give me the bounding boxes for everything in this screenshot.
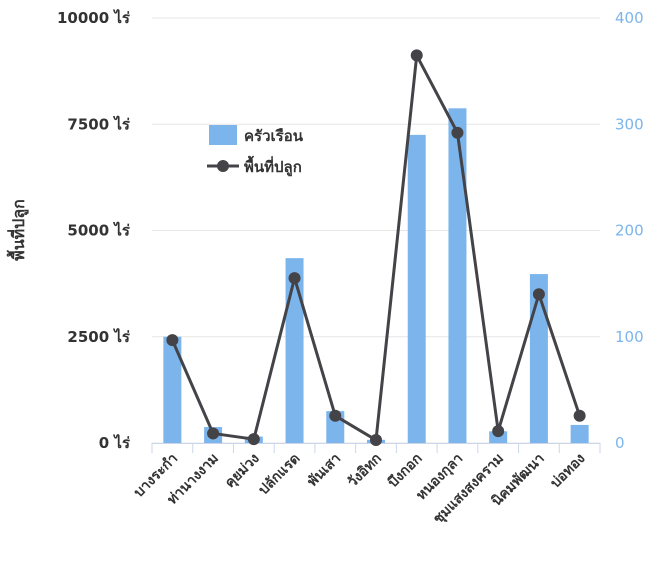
point-area[interactable] [166, 334, 179, 347]
legend[interactable]: ครัวเรือน พื้นที่ปลูก [207, 125, 304, 177]
x-category-label: ปลักแรด [256, 451, 304, 499]
point-area[interactable] [492, 425, 505, 438]
bar-households[interactable] [407, 134, 426, 443]
right-y-tick-label: 0 [615, 434, 625, 452]
right-y-tick-label: 100 [615, 328, 644, 346]
point-area[interactable] [370, 434, 382, 447]
y-axis-title: พื้นที่ปลูก [6, 199, 30, 261]
left-y-tick-label: 10000 ไร่ [57, 8, 131, 27]
point-area[interactable] [451, 126, 464, 139]
left-y-tick-label: 0 ไร่ [99, 433, 131, 452]
legend-marker-area [217, 160, 229, 172]
legend-swatch-households [209, 125, 237, 145]
left-y-tick-label: 5000 ไร่ [67, 221, 131, 240]
point-area[interactable] [410, 49, 423, 62]
bar-households[interactable] [163, 336, 182, 443]
right-y-tick-label: 400 [615, 9, 644, 27]
bar-households[interactable] [529, 274, 548, 443]
left-y-tick-label: 2500 ไร่ [67, 327, 131, 346]
line-area-path [170, 53, 582, 442]
point-area[interactable] [247, 433, 260, 446]
right-y-axis-ticks: 0 100 200 300 400 [615, 9, 644, 452]
point-area[interactable] [532, 288, 545, 301]
bar-households[interactable] [448, 108, 467, 443]
bar-households[interactable] [570, 424, 589, 443]
line-series-area [166, 49, 586, 447]
left-y-axis-ticks: 0 ไร่ 2500 ไร่ 5000 ไร่ 7500 ไร่ 10000 ไร่ [57, 8, 131, 452]
right-y-tick-label: 200 [615, 222, 644, 240]
bar-series-households [163, 108, 589, 443]
right-y-tick-label: 300 [615, 115, 644, 133]
point-area[interactable] [207, 427, 220, 440]
left-y-tick-label: 7500 ไร่ [67, 114, 131, 133]
legend-item-households[interactable]: ครัวเรือน [209, 125, 304, 145]
x-category-label: บ่อทอง [548, 450, 589, 491]
bar-households[interactable] [285, 258, 304, 443]
x-category-label: วังอิทก [345, 451, 385, 491]
x-category-label: ชุมแสงสงคราม [430, 451, 507, 528]
bar-households[interactable] [489, 431, 508, 443]
point-area[interactable] [573, 409, 586, 422]
legend-item-area[interactable]: พื้นที่ปลูก [207, 155, 302, 177]
x-category-label: พันเสา [305, 451, 345, 491]
legend-label-area: พื้นที่ปลูก [244, 155, 302, 177]
legend-label-households: ครัวเรือน [244, 127, 304, 145]
point-area[interactable] [288, 272, 301, 285]
point-area[interactable] [329, 409, 342, 422]
